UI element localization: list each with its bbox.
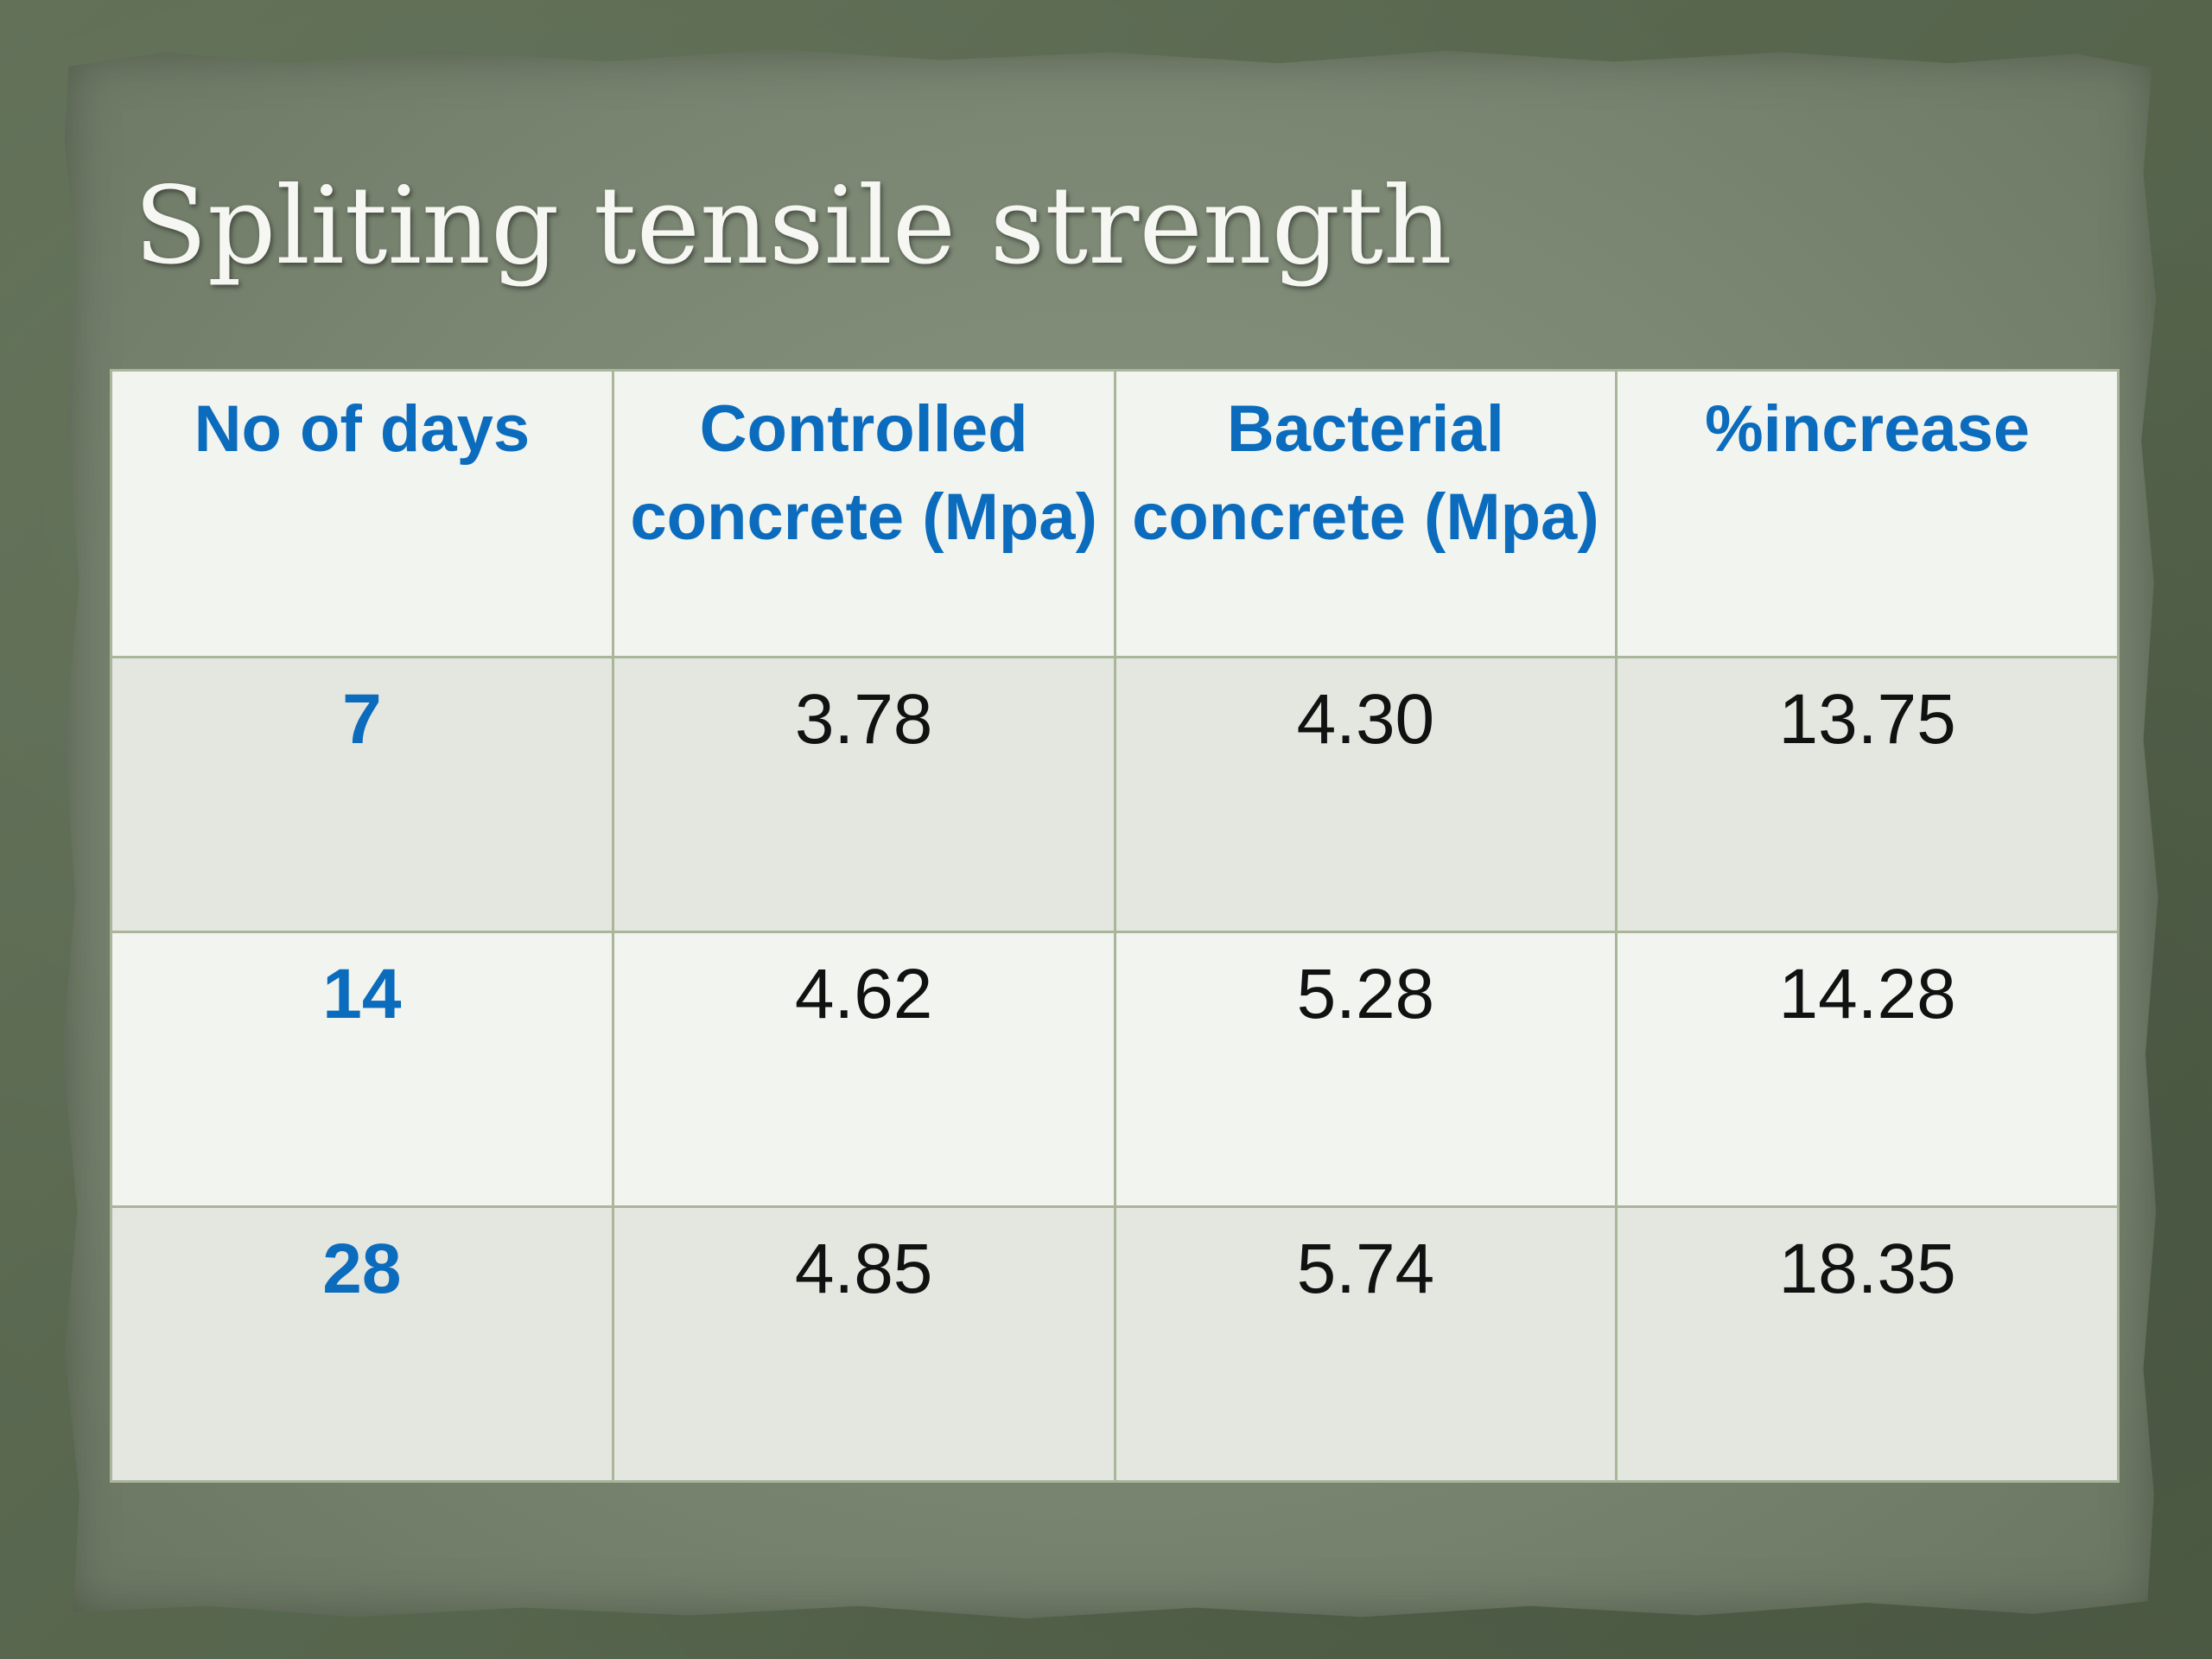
cell-controlled: 4.85: [611, 1205, 1116, 1483]
table-row: 14 4.62 5.28 14.28: [110, 931, 2120, 1208]
cell-bacterial: 5.28: [1113, 931, 1618, 1208]
cell-increase: 14.28: [1615, 931, 2120, 1208]
cell-increase: 18.35: [1615, 1205, 2120, 1483]
header-percent-increase: %increase: [1615, 369, 2120, 658]
cell-bacterial: 4.30: [1113, 656, 1618, 933]
slide-title: Spliting tensile strength: [134, 164, 1452, 289]
header-controlled-concrete: Controlled concrete (Mpa): [611, 369, 1116, 658]
cell-controlled: 3.78: [611, 656, 1116, 933]
header-bacterial-concrete: Bacterial concrete (Mpa): [1113, 369, 1618, 658]
cell-increase: 13.75: [1615, 656, 2120, 933]
cell-days: 7: [110, 656, 614, 933]
cell-bacterial: 5.74: [1113, 1205, 1618, 1483]
table-header-row: No of days Controlled concrete (Mpa) Bac…: [110, 369, 2120, 658]
tensile-strength-table: No of days Controlled concrete (Mpa) Bac…: [110, 369, 2120, 1483]
table-row: 28 4.85 5.74 18.35: [110, 1205, 2120, 1483]
header-no-of-days: No of days: [110, 369, 614, 658]
cell-days: 14: [110, 931, 614, 1208]
cell-controlled: 4.62: [611, 931, 1116, 1208]
cell-days: 28: [110, 1205, 614, 1483]
table-row: 7 3.78 4.30 13.75: [110, 656, 2120, 933]
